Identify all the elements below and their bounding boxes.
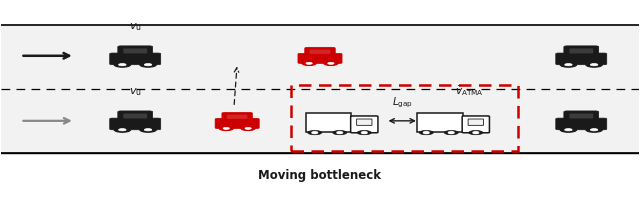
Circle shape [245, 127, 252, 129]
FancyBboxPatch shape [356, 119, 372, 125]
Text: $\bar{v}_\mathrm{ATMA}$: $\bar{v}_\mathrm{ATMA}$ [455, 85, 484, 98]
FancyBboxPatch shape [556, 53, 607, 65]
FancyBboxPatch shape [468, 119, 483, 125]
Circle shape [312, 132, 317, 134]
Circle shape [223, 127, 229, 129]
FancyBboxPatch shape [556, 118, 607, 130]
Circle shape [419, 130, 433, 135]
FancyBboxPatch shape [570, 113, 593, 119]
FancyBboxPatch shape [109, 53, 161, 65]
Circle shape [424, 132, 429, 134]
Circle shape [114, 62, 131, 67]
Circle shape [586, 62, 602, 67]
FancyBboxPatch shape [298, 53, 342, 63]
Circle shape [590, 129, 598, 131]
Circle shape [564, 129, 572, 131]
FancyBboxPatch shape [310, 50, 330, 54]
Bar [1, 25, 639, 153]
FancyBboxPatch shape [109, 118, 161, 130]
Bar [306, 112, 351, 132]
Circle shape [468, 130, 483, 135]
Circle shape [473, 132, 479, 134]
FancyBboxPatch shape [564, 46, 598, 56]
Text: $v_\mathrm{u}$: $v_\mathrm{u}$ [129, 22, 141, 33]
Circle shape [449, 132, 454, 134]
Text: $L_\mathrm{gap}$: $L_\mathrm{gap}$ [392, 96, 413, 110]
FancyBboxPatch shape [570, 48, 593, 53]
FancyBboxPatch shape [124, 113, 147, 119]
Text: Moving bottleneck: Moving bottleneck [259, 169, 381, 182]
Circle shape [145, 64, 152, 66]
FancyBboxPatch shape [227, 115, 248, 119]
FancyBboxPatch shape [222, 112, 252, 121]
FancyBboxPatch shape [564, 111, 598, 121]
Bar [417, 112, 463, 132]
FancyBboxPatch shape [118, 111, 152, 121]
Circle shape [362, 132, 367, 134]
Circle shape [586, 127, 602, 132]
Circle shape [337, 132, 342, 134]
Circle shape [590, 64, 598, 66]
Circle shape [118, 129, 126, 131]
Circle shape [328, 62, 334, 64]
Circle shape [444, 130, 458, 135]
Circle shape [324, 61, 338, 65]
Circle shape [560, 62, 577, 67]
Circle shape [306, 62, 312, 64]
Circle shape [302, 61, 316, 65]
FancyBboxPatch shape [118, 46, 152, 56]
Circle shape [114, 127, 131, 132]
Circle shape [564, 64, 572, 66]
Circle shape [220, 126, 234, 131]
FancyBboxPatch shape [351, 116, 378, 133]
Circle shape [140, 127, 156, 132]
Circle shape [333, 130, 347, 135]
Circle shape [145, 129, 152, 131]
Circle shape [357, 130, 371, 135]
FancyBboxPatch shape [462, 116, 490, 133]
FancyBboxPatch shape [305, 47, 335, 56]
FancyBboxPatch shape [215, 118, 259, 129]
Circle shape [140, 62, 156, 67]
FancyBboxPatch shape [124, 48, 147, 53]
Circle shape [560, 127, 577, 132]
Circle shape [118, 64, 126, 66]
Circle shape [241, 126, 255, 131]
Circle shape [308, 130, 322, 135]
Text: $v_\mathrm{u}$: $v_\mathrm{u}$ [129, 87, 141, 98]
